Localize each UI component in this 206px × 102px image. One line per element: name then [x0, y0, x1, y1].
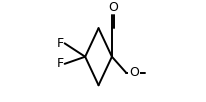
Text: O: O — [129, 66, 139, 79]
Text: F: F — [57, 57, 64, 70]
Text: F: F — [57, 37, 64, 50]
Text: O: O — [108, 1, 118, 14]
